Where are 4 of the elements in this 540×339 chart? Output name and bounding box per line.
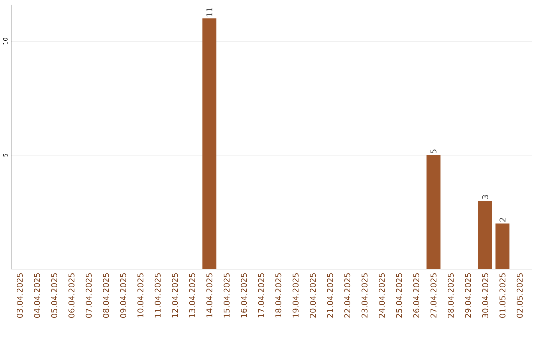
bar [202, 18, 217, 270]
bar [426, 155, 441, 270]
bar [478, 200, 492, 270]
bar [496, 224, 510, 270]
